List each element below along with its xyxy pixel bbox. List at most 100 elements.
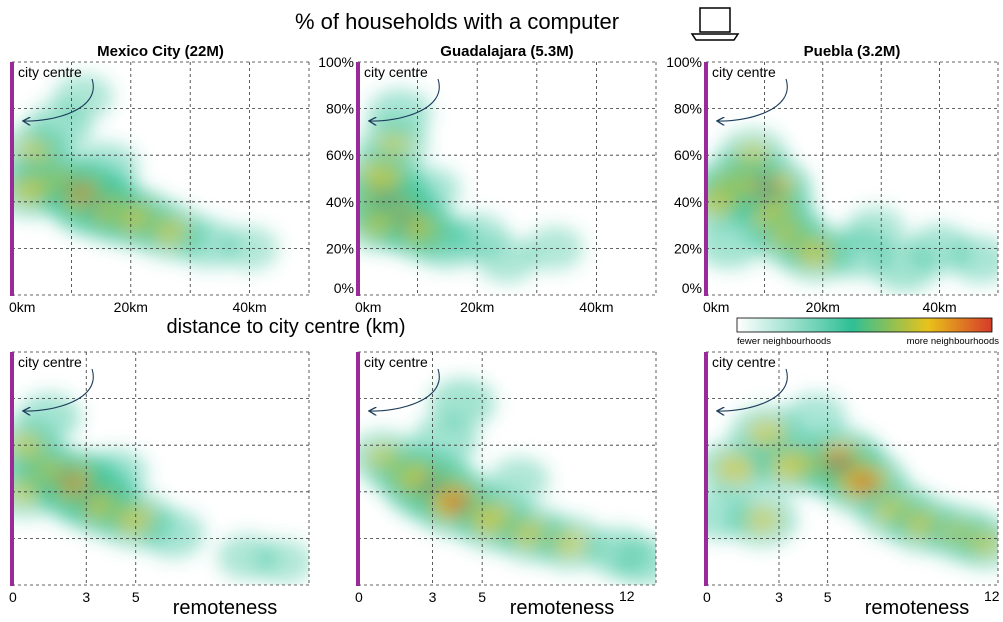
density-blob-teal <box>706 218 763 269</box>
city-centre-arrow <box>24 368 94 411</box>
x-tick-label: 0km <box>9 299 35 315</box>
y-tick-label: 100% <box>666 54 702 70</box>
city-centre-label: city centre <box>712 354 776 370</box>
density-layer <box>358 378 656 585</box>
density-blob-yellow <box>377 132 410 155</box>
density-layer <box>358 89 584 283</box>
density-layer <box>706 393 998 569</box>
y-tick-label: 20% <box>674 240 702 256</box>
density-blob-teal <box>611 537 656 585</box>
city-centre-label: city centre <box>364 64 428 80</box>
density-blob-yellow <box>12 433 44 458</box>
density-blob-teal <box>53 74 114 120</box>
city-centre-arrow <box>718 368 788 411</box>
density-blob-teal <box>845 206 906 253</box>
y-tick-label: 60% <box>674 147 702 163</box>
grid <box>12 61 310 296</box>
density-blob-yellow <box>736 144 769 167</box>
x-tick-label: 0km <box>703 299 729 315</box>
city-centre-arrow <box>370 368 440 411</box>
x-tick-label-12-right: 12 <box>984 588 1000 604</box>
density-blob-teal <box>489 457 550 503</box>
density-blob-teal <box>784 393 847 441</box>
grid <box>706 351 999 586</box>
x-axis-label-remoteness-1: remoteness <box>173 597 278 619</box>
x-tick-label: 20km <box>460 299 494 315</box>
y-tick-label: 60% <box>326 147 354 163</box>
density-blob-teal <box>140 509 205 558</box>
x-tick-label: 5 <box>824 589 832 605</box>
density-blob-teal <box>398 166 461 214</box>
y-tick-label: 20% <box>326 240 354 256</box>
city-centre-arrow <box>370 78 440 121</box>
density-layer <box>706 129 998 292</box>
density-blob-red <box>849 471 879 494</box>
x-tick-label: 20km <box>806 299 840 315</box>
city-centre-label: city centre <box>18 64 82 80</box>
x-tick-label: 5 <box>478 589 486 605</box>
city-centre-label: city centre <box>18 354 82 370</box>
y-tick-label: 80% <box>674 101 702 117</box>
density-blob-yellow <box>552 531 587 555</box>
density-blob-teal <box>17 393 82 442</box>
x-tick-label: 40km <box>922 299 956 315</box>
density-blob-yellow <box>12 177 48 203</box>
density-blob-teal <box>706 490 751 540</box>
city-centre-arrow <box>718 78 788 121</box>
y-tick-label: 40% <box>326 194 354 210</box>
colorbar: fewer neighbourhoods more neighbourhoods <box>736 317 1000 347</box>
y-tick-label: 40% <box>674 194 702 210</box>
grid <box>12 351 310 586</box>
heatmap-panel-6: city centre 0 3 5 <box>703 351 999 605</box>
colorbar-low-label: fewer neighbourhoods <box>737 336 831 347</box>
x-axis-label-remoteness-2: remoteness <box>510 597 615 619</box>
y-tick-label: 80% <box>326 101 354 117</box>
x-axis-label-distance: distance to city centre (km) <box>167 316 406 338</box>
density-blob-yellow <box>716 455 755 482</box>
x-tick-label: 3 <box>82 589 90 605</box>
panel-title: Mexico City (22M) <box>97 43 224 60</box>
colorbar-gradient <box>736 317 993 333</box>
panel-title: Puebla (3.2M) <box>804 43 901 60</box>
x-tick-label: 40km <box>232 299 266 315</box>
x-tick-label: 0 <box>703 589 711 605</box>
figure-title: % of households with a computer <box>295 9 619 34</box>
city-centre-arrow <box>24 78 94 121</box>
density-layer <box>12 74 279 271</box>
x-tick-label: 3 <box>775 589 783 605</box>
density-blob-yellow <box>969 531 998 555</box>
y-tick-label: 100% <box>318 54 354 70</box>
grid <box>706 61 999 296</box>
x-tick-label: 5 <box>132 589 140 605</box>
heatmap-panel-3: city centre Puebla (3.2M) 0km 20km 40km 0% 20%… <box>666 43 999 315</box>
x-tick-label: 40km <box>579 299 613 315</box>
x-tick-label: 0 <box>9 589 17 605</box>
density-blob-yellow <box>748 421 785 447</box>
y-tick-label: 0% <box>334 280 354 296</box>
heatmap-panel-4: city centre 0 3 5 <box>9 351 310 605</box>
density-layer <box>12 393 309 584</box>
density-blob-yellow <box>366 445 399 469</box>
x-tick-label: 20km <box>114 299 148 315</box>
city-centre-label: city centre <box>364 354 428 370</box>
density-blob-yellow <box>359 213 392 237</box>
x-tick-label: 0km <box>355 299 381 315</box>
density-blob-teal <box>949 236 998 284</box>
grid <box>358 351 657 586</box>
x-axis-label-remoteness-3: remoteness <box>865 597 970 619</box>
density-blob-yellow <box>744 507 779 532</box>
density-blob-teal <box>525 226 584 271</box>
heatmap-panel-2: city centre Guadalajara (5.3M) 0km 20km 40km… <box>318 43 657 315</box>
density-blob-teal <box>75 142 140 192</box>
density-blob-teal <box>411 415 478 466</box>
density-blob-teal <box>83 448 148 498</box>
y-tick-label: 0% <box>682 280 702 296</box>
heatmap-panel-5: city centre 0 3 5 <box>355 351 657 605</box>
grid <box>358 61 657 296</box>
x-tick-label: 0 <box>355 589 363 605</box>
laptop-icon <box>690 7 740 41</box>
x-tick-label-12-mid: 12 <box>619 588 635 604</box>
density-blob-teal <box>255 539 309 584</box>
colorbar-high-label: more neighbourhoods <box>907 336 1000 347</box>
